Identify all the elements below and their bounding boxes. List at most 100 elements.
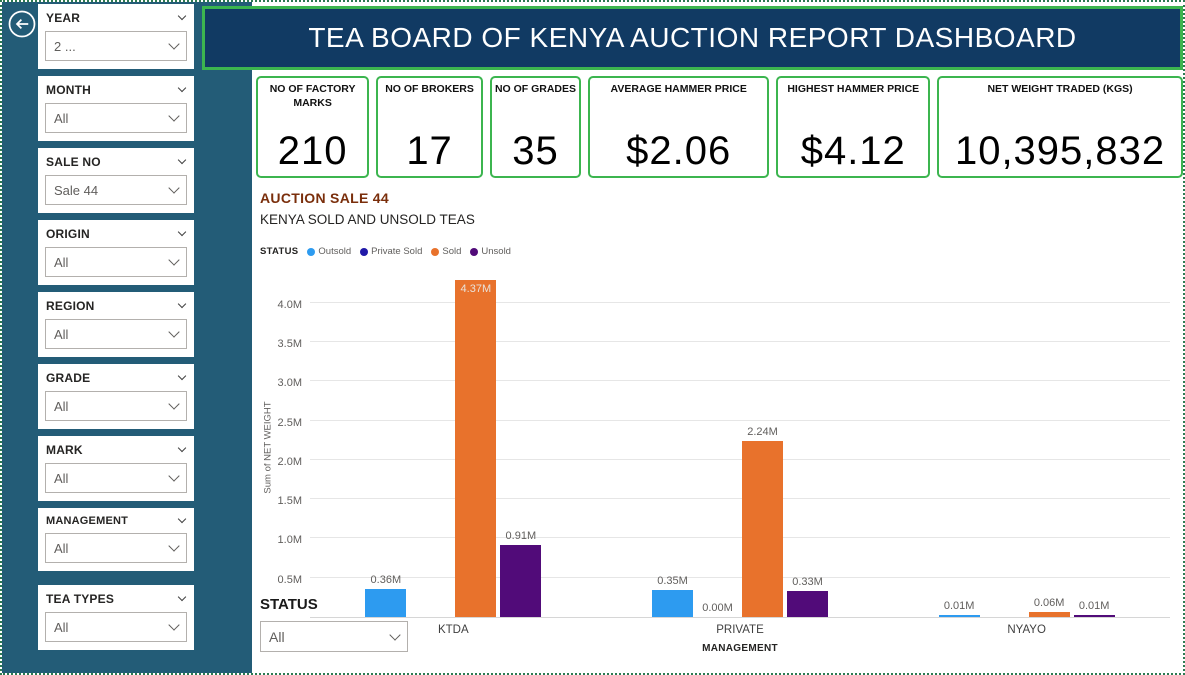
kpi-value: 17: [406, 129, 453, 173]
legend-item-unsold[interactable]: Unsold: [470, 246, 511, 257]
kpi-brokers: NO OF BROKERS 17: [376, 76, 483, 178]
status-filter-dropdown[interactable]: All: [260, 621, 408, 652]
slicer-sale-no-value: Sale 44: [54, 182, 99, 198]
kpi-label: NO OF BROKERS: [385, 83, 474, 95]
legend-item-sold[interactable]: Sold: [431, 246, 461, 257]
bar-slot: [982, 280, 1027, 617]
slicer-mark-value: All: [54, 470, 69, 486]
bar-value-label: 0.35M: [657, 574, 688, 587]
bar-slot: 2.24M: [740, 280, 785, 617]
kpi-factory-marks: NO OF FACTORY MARKS 210: [256, 76, 370, 178]
slicer-month-header[interactable]: MONTH: [45, 79, 187, 103]
slicer-region: REGION All: [38, 292, 194, 357]
bar-private-unsold[interactable]: [786, 591, 828, 617]
gridline: [310, 458, 1170, 460]
bar-ktda-unsold[interactable]: [500, 545, 542, 617]
slicer-month: MONTH All: [38, 76, 194, 141]
slicer-tea-types-dropdown[interactable]: All: [45, 612, 187, 642]
gridline: [310, 576, 1170, 578]
legend-label: Unsold: [481, 246, 511, 257]
legend-label: Private Sold: [371, 246, 423, 257]
legend-dot: [360, 247, 369, 256]
slicer-management-label: MANAGEMENT: [46, 515, 129, 527]
slicer-origin-dropdown[interactable]: All: [45, 247, 187, 277]
slicer-management-header[interactable]: MANAGEMENT: [45, 511, 187, 533]
x-axis-title: MANAGEMENT: [702, 643, 778, 654]
legend-item-private-sold[interactable]: Private Sold: [360, 246, 422, 257]
bar-slot: [408, 280, 453, 617]
slicer-mark-dropdown[interactable]: All: [45, 463, 187, 493]
slicer-region-dropdown[interactable]: All: [45, 319, 187, 349]
bar-nyayo-outsold[interactable]: [938, 615, 980, 617]
slicer-grade: GRADE All: [38, 364, 194, 429]
slicer-tea-types-header[interactable]: TEA TYPES: [45, 588, 187, 612]
chevron-down-icon: [168, 254, 180, 266]
x-category-label-private: PRIVATE: [716, 624, 764, 636]
back-arrow-icon: [7, 10, 37, 43]
bar-private-outsold[interactable]: [651, 589, 693, 617]
bar-private-sold[interactable]: [741, 440, 783, 617]
slicer-year: YEAR 2 ...: [38, 4, 194, 69]
slicer-grade-dropdown[interactable]: All: [45, 391, 187, 421]
slicer-sale-no: SALE NO Sale 44: [38, 148, 194, 213]
slicer-tea-types: TEA TYPES All: [38, 585, 194, 650]
bar-slot: 0.35M: [650, 280, 695, 617]
legend-item-outsold[interactable]: Outsold: [307, 246, 351, 257]
chevron-down-icon: [177, 83, 187, 93]
slicer-origin-header[interactable]: ORIGIN: [45, 223, 187, 247]
chevron-down-icon: [177, 371, 187, 381]
kpi-value: $2.06: [626, 129, 732, 173]
slicer-year-dropdown[interactable]: 2 ...: [45, 31, 187, 61]
bar-value-label: 0.06M: [1033, 597, 1065, 610]
slicer-region-header[interactable]: REGION: [45, 295, 187, 319]
slicer-grade-value: All: [54, 398, 69, 414]
bar-value-label: 0.33M: [792, 576, 823, 589]
slicer-grade-header[interactable]: GRADE: [45, 367, 187, 391]
kpi-label: AVERAGE HAMMER PRICE: [610, 83, 747, 95]
slicer-management-value: All: [54, 540, 69, 556]
chevron-down-icon: [168, 38, 180, 50]
slicer-month-label: MONTH: [46, 83, 91, 97]
kpi-highest-hammer-price: HIGHEST HAMMER PRICE $4.12: [776, 76, 931, 178]
chevron-down-icon: [168, 326, 180, 338]
bar-nyayo-unsold[interactable]: [1073, 615, 1115, 617]
bar-value-label: 2.24M: [747, 425, 778, 438]
chevron-down-icon: [177, 299, 187, 309]
chevron-down-icon: [389, 628, 401, 641]
slicer-tea-types-value: All: [54, 619, 69, 635]
gridline: [310, 301, 1170, 303]
status-filter-label: STATUS: [260, 596, 318, 613]
legend-dot: [431, 247, 440, 256]
slicer-management-dropdown[interactable]: All: [45, 533, 187, 563]
slicer-origin-value: All: [54, 254, 69, 270]
back-button[interactable]: [7, 9, 37, 39]
slicer-sale-no-header[interactable]: SALE NO: [45, 151, 187, 175]
gridline: [310, 537, 1170, 539]
slicer-region-label: REGION: [46, 299, 95, 313]
bar-ktda-sold[interactable]: [455, 280, 497, 617]
slicer-list: YEAR 2 ... MONTH All: [38, 4, 194, 657]
bar-slot: 0.36M: [363, 280, 408, 617]
chevron-down-icon: [168, 398, 180, 410]
bar-value-label: 0.91M: [505, 530, 537, 543]
slicer-year-header[interactable]: YEAR: [45, 7, 187, 31]
slicer-sale-no-dropdown[interactable]: Sale 44: [45, 175, 187, 205]
bar-slot: 0.01M: [937, 280, 982, 617]
legend-dot: [470, 247, 479, 256]
bar-value-label: 0.01M: [1078, 600, 1110, 612]
legend-title: STATUS: [260, 246, 299, 257]
chart-title: AUCTION SALE 44: [260, 190, 389, 206]
bar-ktda-outsold[interactable]: [365, 588, 407, 617]
slicer-month-dropdown[interactable]: All: [45, 103, 187, 133]
status-filter-value: All: [269, 628, 285, 645]
status-filter: STATUS All: [260, 596, 408, 652]
filter-sidebar: YEAR 2 ... MONTH All: [2, 2, 252, 673]
chart-legend: STATUS Outsold Private Sold Sold Unsold: [260, 246, 511, 257]
slicer-mark-header[interactable]: MARK: [45, 439, 187, 463]
kpi-value: 35: [512, 129, 559, 173]
bar-nyayo-sold[interactable]: [1028, 612, 1070, 617]
legend-label: Sold: [442, 246, 462, 257]
plot-area: 0.36M 4.37M 0.91M 0.35M 0.00M 2.24M 0.33M 0.01M…: [310, 280, 1170, 618]
chevron-down-icon: [168, 110, 180, 122]
x-category-label-ktda: KTDA: [437, 624, 469, 636]
